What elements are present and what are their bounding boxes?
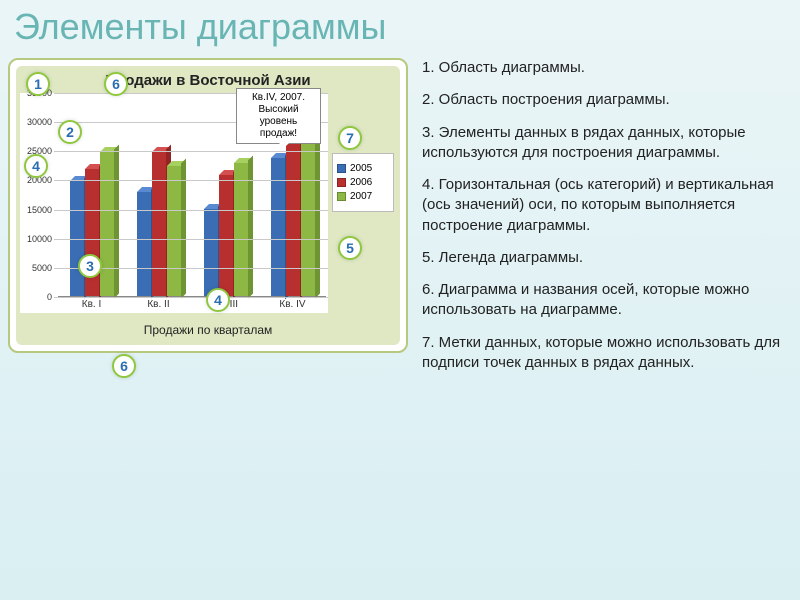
gridline xyxy=(54,239,328,240)
chart-area: Продажи в Восточной Азии Кв.IV, 2007. Вы… xyxy=(8,58,408,353)
y-tick-label: 10000 xyxy=(20,234,52,244)
legend-label: 2005 xyxy=(350,163,372,174)
bar xyxy=(137,192,151,296)
gridline xyxy=(54,210,328,211)
bar xyxy=(100,152,114,296)
description-item: 7. Метки данных, которые можно использов… xyxy=(422,333,792,374)
annotation-marker: 3 xyxy=(78,254,102,278)
main-row: Продажи в Восточной Азии Кв.IV, 2007. Вы… xyxy=(0,58,800,385)
description-item: 4. Горизонтальная (ось категорий) и верт… xyxy=(422,175,792,236)
bar xyxy=(152,152,166,296)
data-label-callout: Кв.IV, 2007. Высокий уровень продаж! xyxy=(236,88,321,144)
bar xyxy=(271,158,285,297)
bar xyxy=(167,166,181,296)
description-item: 1. Область диаграммы. xyxy=(422,58,792,78)
x-axis-title: Продажи по кварталам xyxy=(144,323,273,337)
legend-swatch xyxy=(337,164,346,173)
bar xyxy=(234,163,248,296)
page-title: Элементы диаграммы xyxy=(0,0,800,58)
x-tick-label: Кв. IV xyxy=(259,299,326,313)
legend-swatch xyxy=(337,192,346,201)
annotation-marker: 4 xyxy=(24,154,48,178)
y-tick-label: 30000 xyxy=(20,117,52,127)
annotation-marker: 4 xyxy=(206,288,230,312)
legend-item: 2007 xyxy=(337,191,389,202)
description-item: 5. Легенда диаграммы. xyxy=(422,248,792,268)
annotation-marker: 2 xyxy=(58,120,82,144)
legend-item: 2006 xyxy=(337,177,389,188)
description-item: 6. Диаграмма и названия осей, которые мо… xyxy=(422,280,792,321)
x-tick-label: Кв. II xyxy=(125,299,192,313)
description-item: 2. Область построения диаграммы. xyxy=(422,90,792,110)
y-tick-label: 15000 xyxy=(20,205,52,215)
description-item: 3. Элементы данных в рядах данных, котор… xyxy=(422,123,792,164)
chart-title: Продажи в Восточной Азии xyxy=(16,72,400,89)
y-tick-label: 5000 xyxy=(20,263,52,273)
legend: 2005 2006 2007 xyxy=(332,153,394,212)
chart-panel: Продажи в Восточной Азии Кв.IV, 2007. Вы… xyxy=(8,58,408,385)
gridline xyxy=(54,180,328,181)
annotation-marker: 6 xyxy=(104,72,128,96)
bar xyxy=(204,209,218,296)
y-tick-label: 0 xyxy=(20,292,52,302)
x-tick-label: Кв. I xyxy=(58,299,125,313)
legend-swatch xyxy=(337,178,346,187)
x-axis-title-row: Продажи по кварталам xyxy=(16,313,400,345)
bar xyxy=(219,175,233,296)
gridline xyxy=(54,297,328,298)
legend-item: 2005 xyxy=(337,163,389,174)
annotation-marker: 5 xyxy=(338,236,362,260)
bar-group xyxy=(125,93,192,297)
annotation-marker: 6 xyxy=(112,354,136,378)
legend-label: 2007 xyxy=(350,191,372,202)
bar xyxy=(286,134,300,296)
annotation-marker: 1 xyxy=(26,72,50,96)
x-axis-ticks: Кв. IКв. IIКв. IIIКв. IV xyxy=(58,299,326,313)
legend-label: 2006 xyxy=(350,177,372,188)
plot-area-bg: Продажи в Восточной Азии Кв.IV, 2007. Вы… xyxy=(16,66,400,345)
description-panel: 1. Область диаграммы. 2. Область построен… xyxy=(408,58,792,385)
annotation-marker: 7 xyxy=(338,126,362,150)
